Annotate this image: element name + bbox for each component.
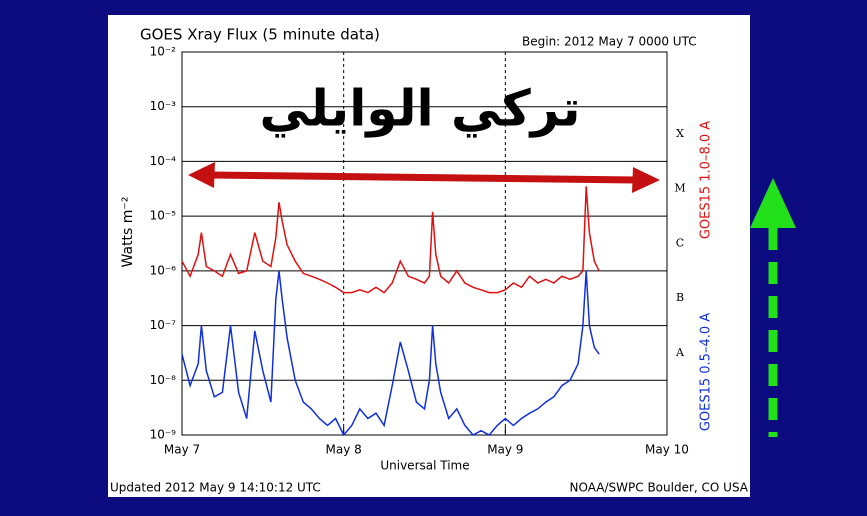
legend-entry: GOES15 1.0–8.0 A (699, 121, 714, 239)
y-tick-label: 10⁻⁴ (150, 154, 177, 168)
x-tick-label: May 7 (164, 443, 200, 457)
y-tick-label: 10⁻² (150, 45, 177, 59)
y-axis-label: Watts m⁻² (120, 197, 136, 268)
legend-entry: GOES15 0.5–4.0 A (699, 313, 714, 431)
footer-right: NOAA/SWPC Boulder, CO USA (570, 481, 749, 495)
x-tick-label: May 10 (645, 443, 689, 457)
chart-title: GOES Xray Flux (5 minute data) (140, 26, 380, 44)
x-tick-label: May 8 (326, 443, 362, 457)
series-line (181, 270, 600, 437)
flare-class-label: M (674, 182, 685, 195)
y-tick-label: 10⁻⁹ (150, 428, 177, 442)
y-tick-label: 10⁻⁷ (150, 318, 177, 332)
panel (108, 15, 750, 497)
overlay-text: تركي الوايلي (259, 80, 580, 139)
x-tick-label: May 9 (487, 443, 523, 457)
red-double-arrow (188, 162, 660, 193)
y-tick-label: 10⁻⁵ (150, 209, 177, 223)
y-tick-label: 10⁻³ (150, 99, 177, 113)
plot-frame (181, 51, 668, 436)
x-axis-label: Universal Time (380, 459, 469, 473)
flare-class-label: C (676, 236, 684, 249)
chart-subtitle: Begin: 2012 May 7 0000 UTC (522, 35, 697, 49)
y-tick-label: 10⁻⁸ (150, 373, 177, 387)
footer-left: Updated 2012 May 9 14:10:12 UTC (110, 481, 321, 495)
green-dashed-arrow (750, 178, 796, 437)
y-tick-label: 10⁻⁶ (150, 263, 177, 277)
flare-class-label: A (675, 346, 685, 359)
series-line (181, 186, 600, 294)
plot-area: 10⁻⁹ 10⁻⁸ 10⁻⁷ 10⁻⁶ 10⁻⁵ 10⁻⁴ 10⁻³ 10⁻² May 7 May… (150, 45, 714, 457)
flare-class-label: B (676, 291, 684, 304)
flare-class-label: X (676, 127, 684, 140)
